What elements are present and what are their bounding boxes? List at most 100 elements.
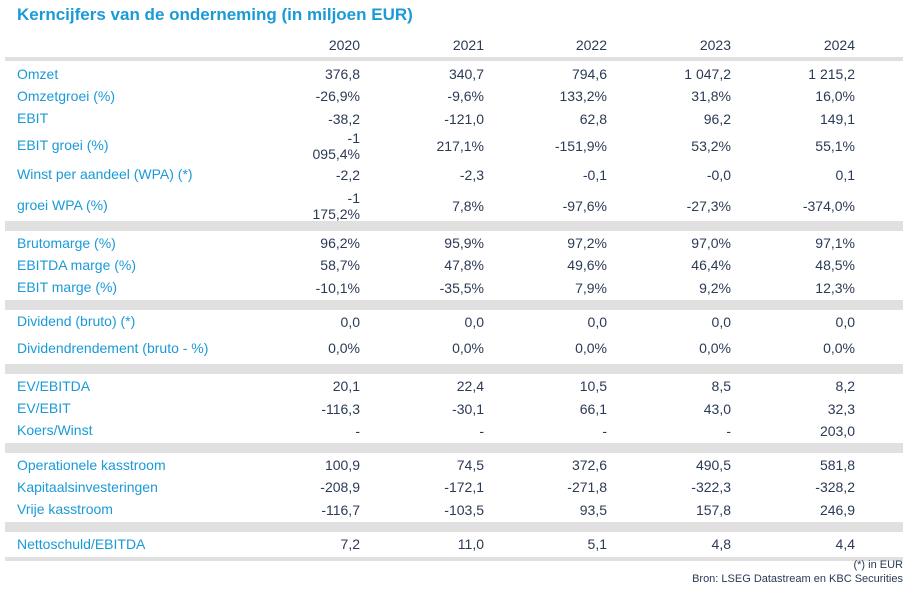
table-cell: 246,9 xyxy=(731,502,855,518)
table-cell: 372,6 xyxy=(484,457,607,473)
table-cell: 11,0 xyxy=(360,536,484,552)
table-cell: 16,0% xyxy=(731,88,855,104)
table-cell: 490,5 xyxy=(607,457,731,473)
cell-value: 1 215,2 xyxy=(808,66,855,83)
cell-value: 0,0% xyxy=(328,340,360,357)
table-row: EBIT groei (%) -1 095,4% 217,1% -151,9% 53,2… xyxy=(5,130,903,162)
cell-value: -121,0 xyxy=(444,110,484,127)
table-row: EBIT -38,2 -121,0 62,8 96,2 149,1 xyxy=(5,108,903,130)
table-row: Operationele kasstroom 100,9 74,5 372,6 490,… xyxy=(5,454,903,476)
cell-value: 794,6 xyxy=(571,66,607,83)
column-header: 2022 xyxy=(484,37,607,53)
cell-value: 4,8 xyxy=(711,536,731,552)
table-body: Omzet 376,8 340,7 794,6 1 047,2 1 215,2 Omzetg… xyxy=(5,63,903,562)
cell-value: -10,1% xyxy=(315,279,360,296)
group-separator xyxy=(5,442,903,453)
table-cell: -374,0% xyxy=(731,198,855,214)
cell-value: 95,9% xyxy=(444,235,484,252)
table-row: Omzetgroei (%) -26,9% -9,6% 133,2% 31,8% 16,0… xyxy=(5,85,903,107)
table-cell: 49,6% xyxy=(484,257,607,273)
table-row: EBIT marge (%) -10,1% -35,5% 7,9% 9,2% 12,3% xyxy=(5,276,903,298)
table-cell: 10,5 xyxy=(484,378,607,394)
cell-value: 93,5 xyxy=(579,501,607,518)
row-label: Koers/Winst xyxy=(17,422,93,439)
cell-value: 58,7% xyxy=(320,257,360,274)
column-header: 2024 xyxy=(731,37,855,53)
table-cell: 217,1% xyxy=(360,138,484,154)
cell-value: -26,9% xyxy=(315,88,360,105)
table-cell: 20,1 xyxy=(250,378,360,394)
table-cell: -322,3 xyxy=(607,479,731,495)
table-cell: -2,2 xyxy=(250,167,360,183)
table-cell: 62,8 xyxy=(484,111,607,127)
column-header-text: 2021 xyxy=(452,37,484,53)
table-cell: 48,5% xyxy=(731,257,855,273)
cell-value: 0,0% xyxy=(823,340,855,357)
table-cell: -35,5% xyxy=(360,280,484,296)
table-cell: -97,6% xyxy=(484,198,607,214)
table-cell: -116,7 xyxy=(250,502,360,518)
cell-value: 581,8 xyxy=(819,457,855,474)
table-cell: 96,2% xyxy=(250,235,360,251)
cell-value: 0,0 xyxy=(587,313,607,330)
column-header-text: 2022 xyxy=(575,37,607,53)
cell-value: 133,2% xyxy=(559,88,607,105)
cell-value: -116,3 xyxy=(321,400,360,417)
table-cell: 581,8 xyxy=(731,457,855,473)
cell-value: -322,3 xyxy=(691,479,731,496)
cell-value: -2,2 xyxy=(335,166,360,183)
cell-value: 62,8 xyxy=(579,110,607,127)
table-cell: 74,5 xyxy=(360,457,484,473)
group-separator xyxy=(5,299,903,310)
table-cell: 22,4 xyxy=(360,378,484,394)
cell-value: 7,2 xyxy=(340,536,360,552)
table-cell: 97,2% xyxy=(484,235,607,251)
cell-value: 100,9 xyxy=(324,457,360,474)
table-cell: -172,1 xyxy=(360,479,484,495)
table-row: EV/EBITDA 20,1 22,4 10,5 8,5 8,2 xyxy=(5,375,903,397)
table-cell: 794,6 xyxy=(484,66,607,82)
cell-value: 10,5 xyxy=(579,378,607,395)
row-label: Omzet xyxy=(17,65,59,82)
table-cell: 0,0% xyxy=(607,340,731,356)
table-cell: - xyxy=(250,423,360,439)
table-row: Koers/Winst - - - - 203,0 xyxy=(5,420,903,442)
row-label: EBIT xyxy=(17,110,49,127)
table-cell: 47,8% xyxy=(360,257,484,273)
table-cell: 0,0% xyxy=(360,340,484,356)
table-cell: 31,8% xyxy=(607,88,731,104)
table-row: Dividend (bruto) (*) 0,0 0,0 0,0 0,0 0,0 xyxy=(5,311,903,333)
cell-value: 4,4 xyxy=(835,536,855,552)
table-cell: -27,3% xyxy=(607,198,731,214)
cell-value: -151,9% xyxy=(554,137,607,154)
group-separator xyxy=(5,521,903,532)
cell-value: 97,0% xyxy=(691,235,731,252)
cell-value: 246,9 xyxy=(819,501,855,518)
cell-value: - xyxy=(602,422,607,439)
table-cell: 7,2 xyxy=(250,536,360,552)
table-cell: 12,3% xyxy=(731,280,855,296)
table-cell: 93,5 xyxy=(484,502,607,518)
table-cell: -10,1% xyxy=(250,280,360,296)
table-cell: 9,2% xyxy=(607,280,731,296)
table-cell: -30,1 xyxy=(360,401,484,417)
table-cell: 97,1% xyxy=(731,235,855,251)
row-label: EV/EBIT xyxy=(17,400,71,417)
cell-value: 8,2 xyxy=(835,378,855,395)
cell-value: -30,1 xyxy=(452,400,484,417)
header-divider xyxy=(5,57,903,61)
row-label: Brutomarge (%) xyxy=(17,234,116,251)
table-row: Dividendrendement (bruto - %) 0,0% 0,0% 0,0… xyxy=(5,333,903,363)
table-cell: 8,2 xyxy=(731,378,855,394)
cell-value: 7,8% xyxy=(452,197,484,214)
page-title: Kerncijfers van de onderneming (in miljo… xyxy=(17,5,413,24)
table-row: Nettoschuld/EBITDA 7,2 11,0 5,1 4,8 4,4 xyxy=(5,533,903,555)
cell-value: 9,2% xyxy=(699,279,731,296)
column-header: 2023 xyxy=(607,37,731,53)
cell-value: 97,1% xyxy=(815,235,855,252)
table-cell: -208,9 xyxy=(250,479,360,495)
table-row: Kapitaalsinvesteringen -208,9 -172,1 -271,8… xyxy=(5,476,903,498)
table-cell: 46,4% xyxy=(607,257,731,273)
cell-value: -374,0% xyxy=(802,197,855,214)
row-label: EBIT groei (%) xyxy=(17,137,109,154)
